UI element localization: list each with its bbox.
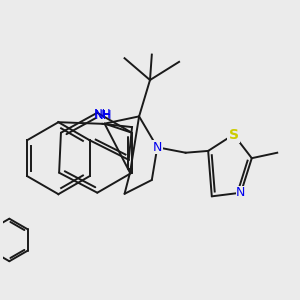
Text: N: N [153, 141, 162, 154]
Text: NH: NH [95, 109, 113, 122]
Text: N: N [236, 186, 246, 199]
Text: NH: NH [94, 108, 111, 121]
Text: S: S [229, 128, 238, 142]
